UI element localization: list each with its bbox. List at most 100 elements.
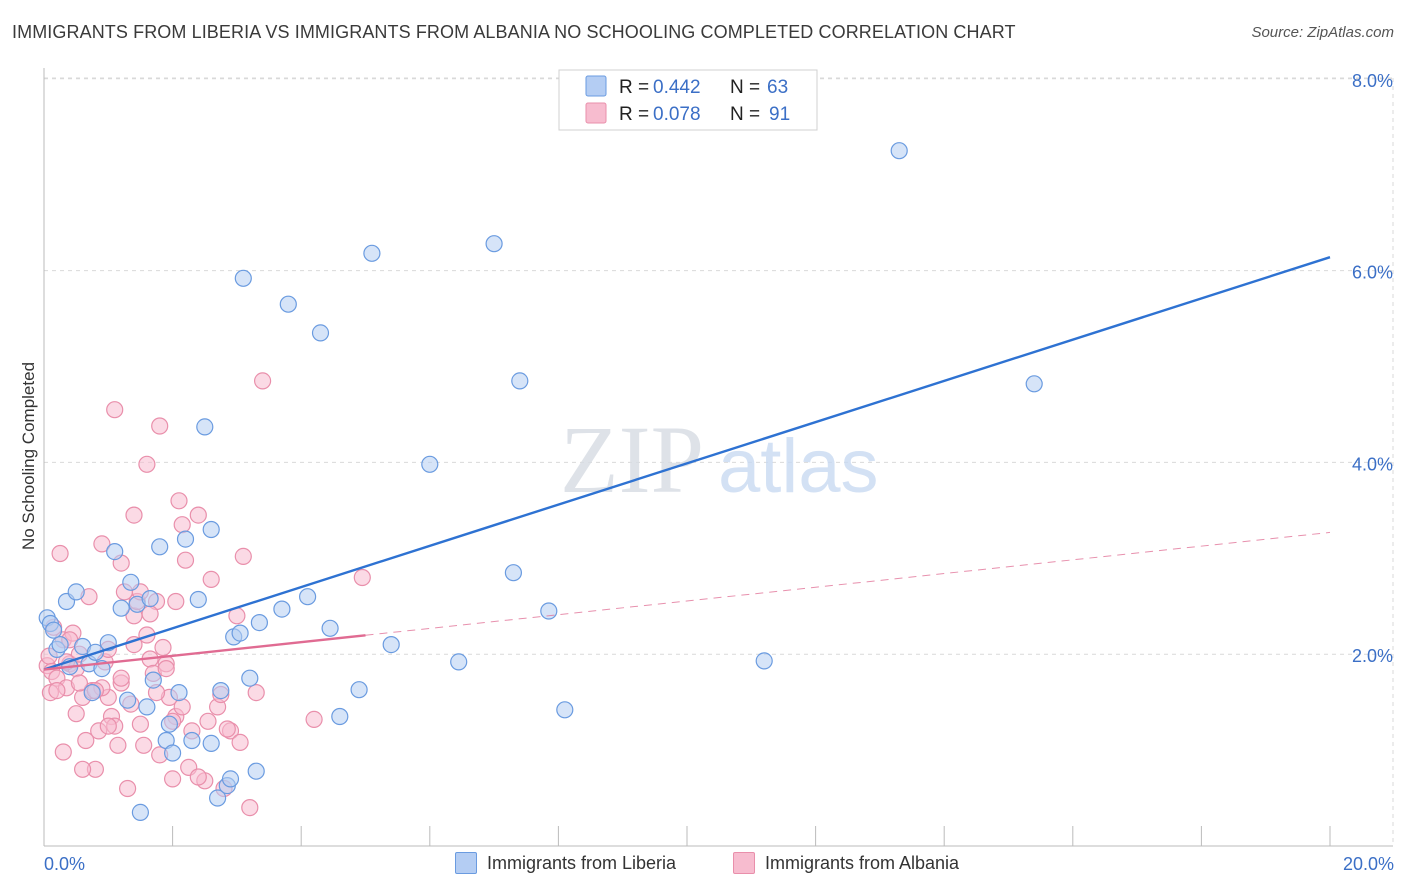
stats-n-label-albania: N = [730,104,760,125]
point-liberia-23 [160,715,178,733]
axes [43,68,1393,847]
point-liberia-47 [331,707,349,726]
point-albania-55 [202,570,220,589]
trend-lines [43,256,1331,671]
watermark-atlas: atlas [718,424,879,509]
point-albania-26 [106,401,124,419]
point-liberia-26 [176,530,195,548]
point-liberia-21 [151,538,169,556]
point-liberia-42 [273,600,291,618]
legend-label-liberia: Immigrants from Liberia [487,852,677,873]
point-liberia-60 [1025,375,1043,393]
point-liberia-3 [51,635,69,654]
point-liberia-45 [311,324,330,342]
point-albania-42 [151,417,169,435]
point-liberia-54 [504,564,523,582]
stats-n-label-liberia: N = [730,77,760,98]
series-legend: Immigrants from Liberia Immigrants from … [0,852,1406,878]
point-albania-48 [170,492,188,510]
point-liberia-58 [755,652,773,670]
point-liberia-18 [138,698,156,716]
point-liberia-39 [241,669,259,687]
trend-line-liberia [43,256,1331,671]
stats-r-value-liberia: 0.442 [653,77,701,98]
point-albania-70 [112,669,130,687]
stats-swatch-liberia [585,75,607,97]
point-liberia-28 [189,590,207,609]
stats-r-label-liberia: R = [619,77,649,98]
point-albania-81 [173,698,191,716]
point-albania-84 [48,681,66,700]
point-albania-6 [51,544,69,563]
stats-r-value-albania: 0.078 [653,104,701,125]
point-liberia-14 [112,599,130,617]
point-albania-50 [176,551,195,569]
point-liberia-9 [83,683,101,702]
point-liberia-62 [44,621,63,639]
point-albania-71 [138,455,156,473]
point-albania-80 [157,659,175,678]
point-liberia-37 [231,624,249,642]
point-albania-60 [231,733,249,752]
point-liberia-48 [350,681,368,699]
point-liberia-57 [556,701,574,719]
point-liberia-29 [196,418,214,436]
point-albania-77 [99,717,117,735]
y-tick-label-2: 2.0% [1352,646,1393,666]
point-liberia-38 [234,269,252,287]
point-albania-36 [131,715,149,733]
point-albania-88 [167,592,185,611]
point-albania-74 [189,768,207,786]
point-albania-43 [154,638,172,657]
point-albania-63 [247,683,265,702]
point-liberia-56 [540,602,558,620]
point-liberia-19 [141,589,159,608]
point-albania-33 [125,506,143,524]
point-liberia-40 [247,762,265,780]
point-albania-49 [173,516,191,534]
point-liberia-30 [202,734,220,753]
point-liberia-59 [890,142,908,160]
point-albania-61 [234,547,252,566]
point-albania-15 [77,731,95,750]
point-liberia-41 [250,613,268,632]
point-liberia-32 [209,789,227,807]
legend-label-albania: Immigrants from Albania [765,852,960,873]
stats-n-value-albania: 91 [769,104,790,125]
point-liberia-53 [485,235,503,253]
point-liberia-49 [363,244,381,262]
point-liberia-13 [106,542,124,561]
point-liberia-35 [221,770,240,788]
point-albania-65 [305,710,323,729]
legend-swatch-liberia [455,852,477,874]
point-liberia-16 [122,573,140,591]
point-liberia-27 [183,731,201,750]
legend-swatch-albania [733,852,755,874]
stats-swatch-albania [585,102,607,124]
source-label: Source: ZipAtlas.com [1251,24,1394,41]
point-liberia-51 [421,455,439,473]
point-liberia-55 [511,372,529,390]
y-tick-label-4: 4.0% [1352,454,1393,474]
chart-title: IMMIGRANTS FROM LIBERIA VS IMMIGRANTS FR… [12,22,1016,42]
x-tick-label-right: 20.0% [1343,854,1394,874]
point-liberia-25 [170,683,188,702]
point-albania-90 [218,720,236,738]
point-albania-46 [164,770,182,788]
legend-item-albania: Immigrants from Albania [733,852,959,874]
y-axis-label: No Schooling Completed [19,362,38,550]
point-albania-62 [241,798,259,817]
point-albania-68 [73,760,92,778]
point-albania-82 [199,712,217,730]
trend-line-albania-extension [365,531,1331,636]
point-albania-37 [135,736,153,754]
point-albania-27 [109,736,127,754]
point-albania-31 [118,779,137,798]
point-liberia-52 [450,653,468,671]
y-tick-labels: 2.0% 4.0% 6.0% 8.0% [1352,71,1393,666]
trend-line-albania [43,634,366,671]
y-tick-label-8: 8.0% [1352,71,1393,91]
point-liberia-31 [202,520,220,539]
stats-n-value-liberia: 63 [767,77,788,98]
point-liberia-43 [279,295,297,313]
